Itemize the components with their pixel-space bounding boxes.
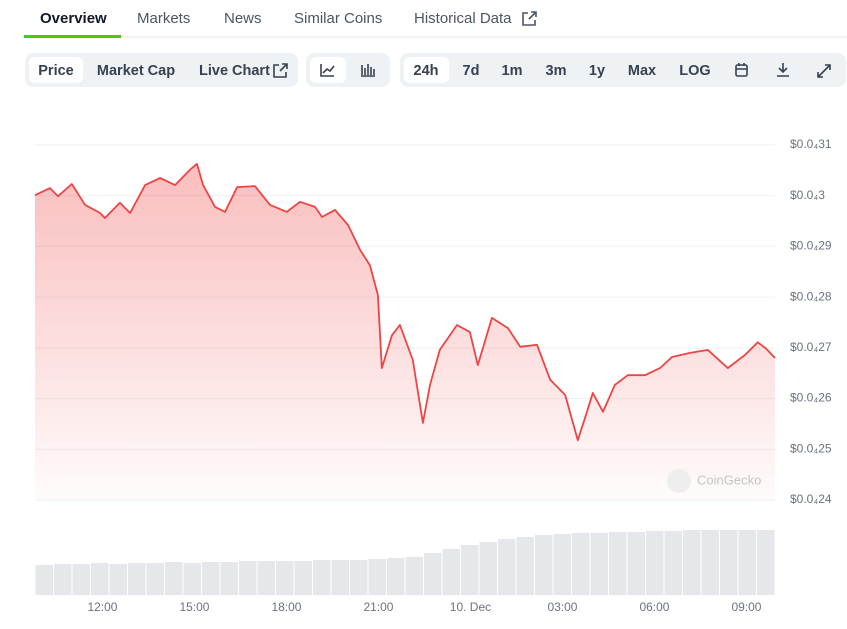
volume-bar <box>720 530 738 595</box>
volume-bar <box>220 562 238 595</box>
tab[interactable]: Similar Coins <box>294 10 382 27</box>
volume-bar <box>313 560 331 595</box>
price-area <box>35 163 775 501</box>
y-tick-label: $0.0₄26 <box>790 391 832 405</box>
download-icon[interactable] <box>777 63 789 77</box>
view-button[interactable]: Market Cap <box>97 63 175 79</box>
x-tick-label: 09:00 <box>731 600 761 614</box>
range-button[interactable]: 1m <box>502 63 523 79</box>
volume-bar <box>91 563 109 595</box>
volume-bar <box>479 542 497 595</box>
x-tick-label: 10. Dec <box>450 600 491 614</box>
tab[interactable]: Overview <box>40 10 107 27</box>
tab[interactable]: Markets <box>137 10 190 27</box>
volume-bar <box>239 561 257 595</box>
volume-bar <box>257 561 275 595</box>
tab[interactable]: News <box>224 10 262 27</box>
volume-bar <box>664 531 682 595</box>
volume-bar <box>646 531 664 595</box>
range-button[interactable]: 1y <box>589 63 605 79</box>
volume-bar <box>72 564 90 595</box>
volume-bar <box>405 557 423 595</box>
range-button[interactable]: Max <box>628 63 656 79</box>
line-icon[interactable] <box>320 64 335 77</box>
y-tick-label: $0.0₄24 <box>790 492 832 506</box>
button-group <box>400 53 846 87</box>
volume-bar <box>35 565 53 595</box>
volume-bar <box>276 561 294 595</box>
tab[interactable]: Historical Data <box>414 10 512 27</box>
button-group <box>25 53 298 87</box>
volume-bar <box>683 530 701 595</box>
watermark: CoinGecko <box>697 472 761 487</box>
volume-bar <box>442 549 460 595</box>
y-tick-label: $0.0₄25 <box>790 441 832 455</box>
price-line <box>34 162 776 442</box>
volume-bar <box>165 562 183 595</box>
range-button[interactable]: 7d <box>463 63 480 79</box>
volume-bar <box>54 564 72 595</box>
x-tick-label: 06:00 <box>639 600 669 614</box>
volume-bar <box>572 533 590 595</box>
volume-bar <box>424 553 442 595</box>
volume-bar <box>535 535 553 595</box>
x-tick-label: 12:00 <box>87 600 117 614</box>
tab-indicator <box>24 35 121 38</box>
volume-bar <box>350 560 368 595</box>
volume-bar <box>516 537 534 595</box>
y-tick-label: $0.0₄28 <box>790 289 832 303</box>
candle-icon[interactable] <box>361 64 375 77</box>
watermark-logo <box>667 469 691 493</box>
volume-bar <box>183 563 201 595</box>
view-button[interactable]: Price <box>38 63 73 79</box>
fullscreen-icon[interactable] <box>817 64 831 78</box>
y-tick-label: $0.0₄31 <box>790 137 832 151</box>
volume-bar <box>202 562 220 595</box>
y-tick-label: $0.0₄29 <box>790 239 832 253</box>
volume-bar <box>128 563 146 595</box>
active-button <box>29 57 83 83</box>
volume-bar <box>627 532 645 595</box>
external-icon <box>273 63 288 78</box>
volume-bar <box>590 533 608 595</box>
range-button[interactable]: 24h <box>414 63 439 79</box>
volume-bar <box>609 532 627 595</box>
volume-bar <box>146 563 164 595</box>
x-tick-label: 21:00 <box>363 600 393 614</box>
x-tick-label: 18:00 <box>271 600 301 614</box>
volume-bar <box>757 530 775 595</box>
volume-bar <box>109 564 127 595</box>
x-tick-label: 03:00 <box>547 600 577 614</box>
view-button[interactable]: Live Chart <box>199 63 270 79</box>
volume-bar <box>387 558 405 595</box>
volume-bar <box>498 539 516 595</box>
volume-bar <box>701 530 719 595</box>
external-icon <box>522 11 537 26</box>
active-button <box>404 57 449 83</box>
volume-bar <box>294 561 312 595</box>
volume-bar <box>331 560 349 595</box>
range-button[interactable]: 3m <box>546 63 567 79</box>
x-tick-label: 15:00 <box>179 600 209 614</box>
range-button[interactable]: LOG <box>679 63 710 79</box>
volume-bar <box>461 545 479 595</box>
volume-bar <box>368 559 386 595</box>
chart: $0.0₄31 $0.0₄3 $0.0₄29 $0.0₄28 $0.0₄27 $0.0₄2… <box>34 137 832 614</box>
y-tick-label: $0.0₄27 <box>790 340 832 354</box>
calendar-icon[interactable] <box>735 63 748 77</box>
volume-bar <box>553 534 571 595</box>
volume-bar <box>738 530 756 595</box>
y-tick-label: $0.0₄3 <box>790 188 825 202</box>
